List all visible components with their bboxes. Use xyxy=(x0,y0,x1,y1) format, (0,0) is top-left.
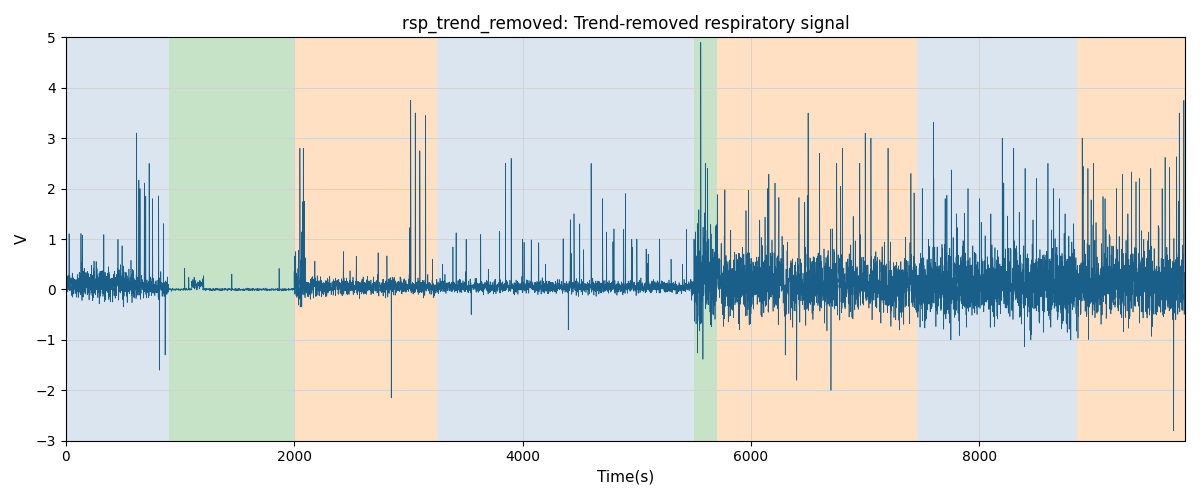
Bar xyxy=(66,38,168,440)
X-axis label: Time(s): Time(s) xyxy=(596,470,654,485)
Title: rsp_trend_removed: Trend-removed respiratory signal: rsp_trend_removed: Trend-removed respira… xyxy=(402,15,850,34)
Bar xyxy=(437,38,694,440)
Bar xyxy=(716,38,917,440)
Bar xyxy=(294,38,437,440)
Bar xyxy=(917,38,1076,440)
Bar xyxy=(694,38,716,440)
Bar xyxy=(168,38,294,440)
Bar xyxy=(1076,38,1186,440)
Y-axis label: V: V xyxy=(16,234,30,244)
